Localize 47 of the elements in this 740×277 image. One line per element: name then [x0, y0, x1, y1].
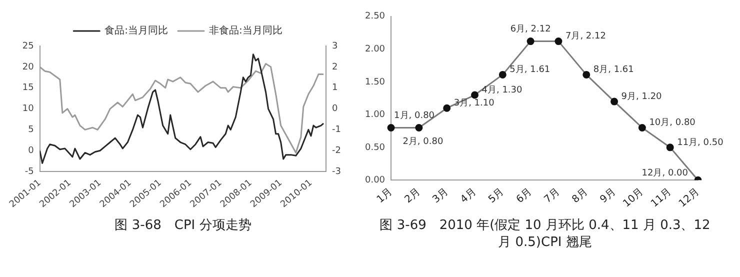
y-tick-label: 1.50 — [364, 77, 386, 88]
y-tick-label: -5 — [24, 166, 34, 177]
x-tick-label: 2月 — [402, 186, 423, 206]
x-tick-label: 11月 — [649, 186, 674, 210]
x-tick-label: 6月 — [514, 186, 534, 206]
data-label: 12月, 0.00 — [642, 168, 688, 179]
x-tick-label: 1月 — [375, 186, 395, 206]
x-tick-label: 4月 — [458, 186, 478, 206]
y2-tick-label: -1 — [332, 125, 342, 136]
data-label: 4月, 1.30 — [482, 85, 523, 96]
y-tick-label: 1.00 — [364, 110, 386, 120]
x-tick-label: 8月 — [570, 186, 590, 206]
data-label: 9月, 1.20 — [621, 92, 662, 102]
text: 图 3-68 CPI 分项走势 — [114, 217, 252, 234]
y2-tick-label: 2 — [332, 62, 338, 72]
y2-tick-label: 0 — [332, 104, 338, 114]
x-tick-label: 7月 — [542, 186, 562, 206]
y-tick-label: 5 — [28, 125, 34, 136]
y-tick-label: 25 — [22, 41, 34, 52]
legend-label: 非食品:当月同比 — [209, 24, 282, 37]
y-tick-label: 2.50 — [364, 12, 386, 22]
data-label: 10月, 0.80 — [649, 118, 696, 128]
y-tick-label: 0.00 — [364, 176, 386, 186]
y-tick-label: 0.50 — [364, 142, 386, 153]
data-label: 1月, 0.80 — [394, 111, 435, 122]
y2-tick-label: 3 — [332, 41, 338, 52]
x-tick-label: 10月 — [621, 186, 646, 210]
data-label: 6月, 2.12 — [510, 24, 551, 35]
y-tick-label: 20 — [22, 62, 34, 72]
x-tick-label: 3月 — [430, 186, 450, 206]
data-label: 2月, 0.80 — [402, 137, 444, 148]
y-tick-label: 0 — [28, 146, 34, 156]
y2-tick-label: 1 — [332, 83, 338, 94]
x-tick-label: 9月 — [598, 186, 618, 206]
data-label: 7月, 2.12 — [565, 32, 606, 42]
x-tick-label: 12月 — [677, 186, 702, 210]
y-tick-label: 15 — [22, 83, 34, 94]
text: 图 3-69 2010 年(假定 10 月环比 0.4、11 月 0.3、12 月 0.5)CPI 翘尾 — [378, 217, 712, 251]
y-tick-label: 10 — [22, 104, 34, 114]
data-label: 8月, 1.61 — [593, 65, 634, 76]
y2-tick-label: -2 — [332, 146, 342, 156]
y2-tick-label: -3 — [332, 166, 342, 177]
data-label: 5月, 1.61 — [510, 65, 550, 76]
data-label: 11月, 0.50 — [677, 138, 724, 148]
x-tick-label: 5月 — [486, 186, 506, 206]
legend-label: 食品:当月同比 — [104, 24, 168, 37]
y-tick-label: 2.00 — [364, 44, 386, 54]
